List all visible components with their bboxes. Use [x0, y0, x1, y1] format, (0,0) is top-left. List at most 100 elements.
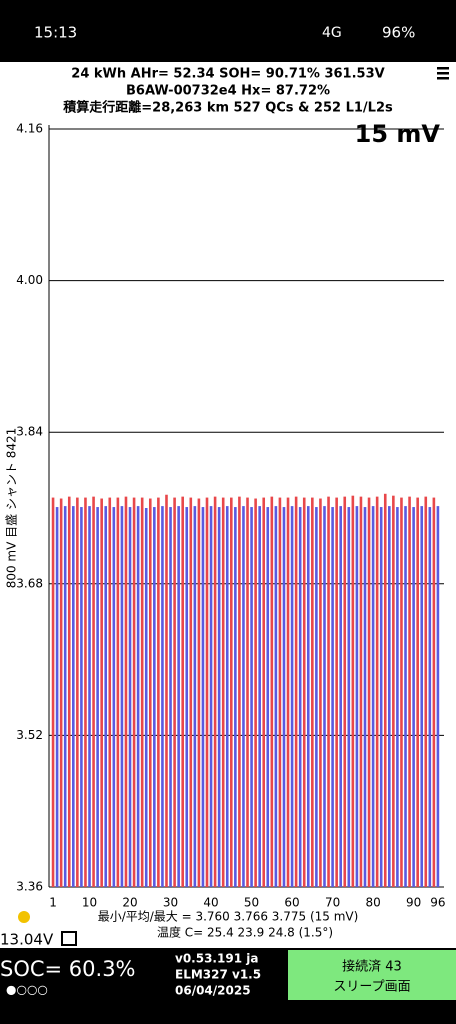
- bar: [424, 496, 428, 887]
- date: 06/04/2025: [175, 984, 251, 998]
- bar: [282, 507, 286, 887]
- bar: [201, 507, 205, 887]
- bar: [294, 496, 298, 887]
- bar: [258, 506, 261, 887]
- bar: [88, 506, 91, 887]
- x-tick-label: 96: [430, 896, 445, 910]
- bar: [51, 497, 55, 887]
- bar: [416, 497, 419, 887]
- bar: [396, 507, 399, 887]
- bar: [104, 506, 108, 887]
- bar: [55, 507, 59, 887]
- bar: [306, 506, 310, 887]
- bar: [193, 506, 197, 887]
- bar: [432, 497, 436, 887]
- y-tick-label: 4.16: [16, 122, 43, 136]
- bar: [359, 496, 363, 887]
- status-bar: [0, 0, 456, 62]
- bar: [136, 506, 140, 887]
- x-tick-label: 50: [244, 896, 259, 910]
- bar: [242, 506, 245, 887]
- bar: [205, 497, 209, 887]
- x-tick-label: 30: [163, 896, 178, 910]
- bar: [246, 497, 249, 887]
- bar: [254, 498, 257, 887]
- bar: [80, 507, 83, 887]
- bar: [144, 508, 148, 887]
- bar: [335, 497, 338, 887]
- bar: [388, 506, 391, 887]
- bar: [379, 507, 383, 887]
- x-tick-label: 90: [406, 896, 421, 910]
- bar: [96, 507, 99, 887]
- bar: [311, 497, 314, 887]
- bar: [351, 495, 355, 887]
- bar: [185, 507, 189, 887]
- bar: [290, 506, 294, 887]
- bar: [266, 507, 270, 887]
- header-line: B6AW-00732e4 Hx= 87.72%: [126, 84, 330, 99]
- bar: [363, 507, 367, 887]
- bar: [209, 506, 213, 887]
- bar: [428, 507, 432, 887]
- bar: [120, 506, 124, 887]
- bar: [59, 498, 63, 887]
- aux-voltage: 13.04V: [0, 931, 54, 949]
- bar: [230, 497, 233, 887]
- x-tick-label: 20: [122, 896, 137, 910]
- y-tick-label: 3.52: [16, 728, 43, 742]
- menu-icon[interactable]: [437, 67, 449, 80]
- bar: [217, 507, 221, 887]
- bar: [112, 507, 116, 887]
- bar: [161, 506, 164, 887]
- bar: [181, 496, 184, 887]
- bar: [343, 496, 347, 887]
- bar: [197, 498, 201, 887]
- bar: [148, 498, 152, 887]
- bar: [383, 493, 387, 887]
- clock: 15:13: [34, 24, 77, 42]
- y-tick-label: 3.36: [16, 880, 43, 894]
- bar: [286, 497, 290, 887]
- bar: [371, 506, 375, 887]
- x-tick-label: 1: [49, 896, 57, 910]
- bar: [339, 506, 342, 887]
- bar: [298, 507, 302, 887]
- bar: [250, 507, 253, 887]
- x-tick-label: 10: [82, 896, 97, 910]
- bar: [165, 494, 168, 887]
- header-line: 24 kWh AHr= 52.34 SOH= 90.71% 361.53V: [71, 67, 384, 82]
- bar: [108, 497, 112, 887]
- adapter: ELM327 v1.5: [175, 968, 261, 982]
- dots: ●○○○: [6, 983, 48, 997]
- bar: [408, 496, 411, 887]
- bar: [412, 507, 415, 887]
- bar: [262, 497, 266, 887]
- bar: [392, 495, 395, 887]
- x-tick-label: 40: [203, 896, 218, 910]
- x-tick-label: 70: [325, 896, 340, 910]
- connect-button[interactable]: [288, 950, 456, 1000]
- bar: [234, 507, 237, 887]
- bar: [67, 496, 71, 887]
- calendar-icon[interactable]: [61, 931, 77, 946]
- y-axis-label: 800 mV 目盛 シャント 8421: [4, 428, 19, 589]
- bar: [76, 497, 79, 887]
- bar: [140, 497, 144, 887]
- bar: [169, 507, 172, 887]
- x-tick-label: 80: [365, 896, 380, 910]
- bulb-icon[interactable]: [18, 911, 30, 923]
- bar: [153, 507, 156, 887]
- bar: [157, 497, 160, 887]
- bar: [116, 497, 120, 887]
- temps: 温度 C= 25.4 23.9 24.8 (1.5°): [157, 925, 333, 940]
- soc: SOC= 60.3%: [0, 957, 136, 981]
- bar: [400, 497, 403, 887]
- bar: [270, 496, 274, 887]
- bar: [278, 497, 282, 887]
- bar: [72, 506, 75, 887]
- y-tick-label: 4.00: [16, 273, 43, 287]
- bar: [355, 506, 359, 887]
- bar: [302, 497, 306, 887]
